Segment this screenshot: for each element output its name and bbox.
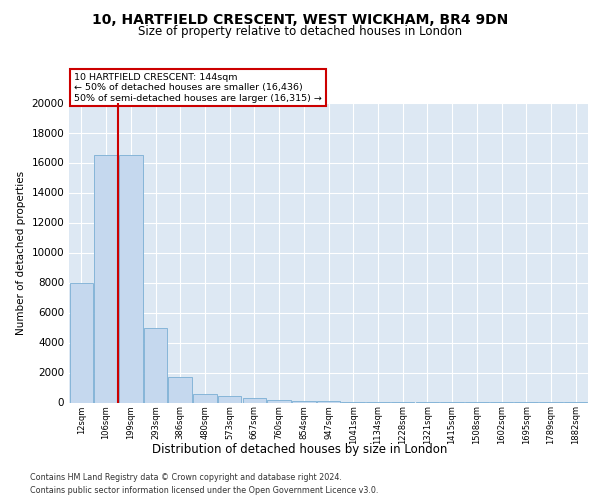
Text: Distribution of detached houses by size in London: Distribution of detached houses by size … bbox=[152, 442, 448, 456]
Bar bbox=[70, 282, 93, 403]
Text: Contains public sector information licensed under the Open Government Licence v3: Contains public sector information licen… bbox=[30, 486, 379, 495]
Bar bbox=[292, 400, 316, 402]
Text: 10, HARTFIELD CRESCENT, WEST WICKHAM, BR4 9DN: 10, HARTFIELD CRESCENT, WEST WICKHAM, BR… bbox=[92, 12, 508, 26]
Bar bbox=[169, 377, 192, 402]
Y-axis label: Number of detached properties: Number of detached properties bbox=[16, 170, 26, 334]
Bar bbox=[242, 398, 266, 402]
Bar bbox=[268, 400, 291, 402]
Bar bbox=[94, 155, 118, 402]
Bar bbox=[218, 396, 241, 402]
Text: 10 HARTFIELD CRESCENT: 144sqm
← 50% of detached houses are smaller (16,436)
50% : 10 HARTFIELD CRESCENT: 144sqm ← 50% of d… bbox=[74, 72, 322, 102]
Bar bbox=[119, 155, 143, 402]
Text: Contains HM Land Registry data © Crown copyright and database right 2024.: Contains HM Land Registry data © Crown c… bbox=[30, 472, 342, 482]
Bar bbox=[144, 328, 167, 402]
Bar bbox=[193, 394, 217, 402]
Text: Size of property relative to detached houses in London: Size of property relative to detached ho… bbox=[138, 25, 462, 38]
